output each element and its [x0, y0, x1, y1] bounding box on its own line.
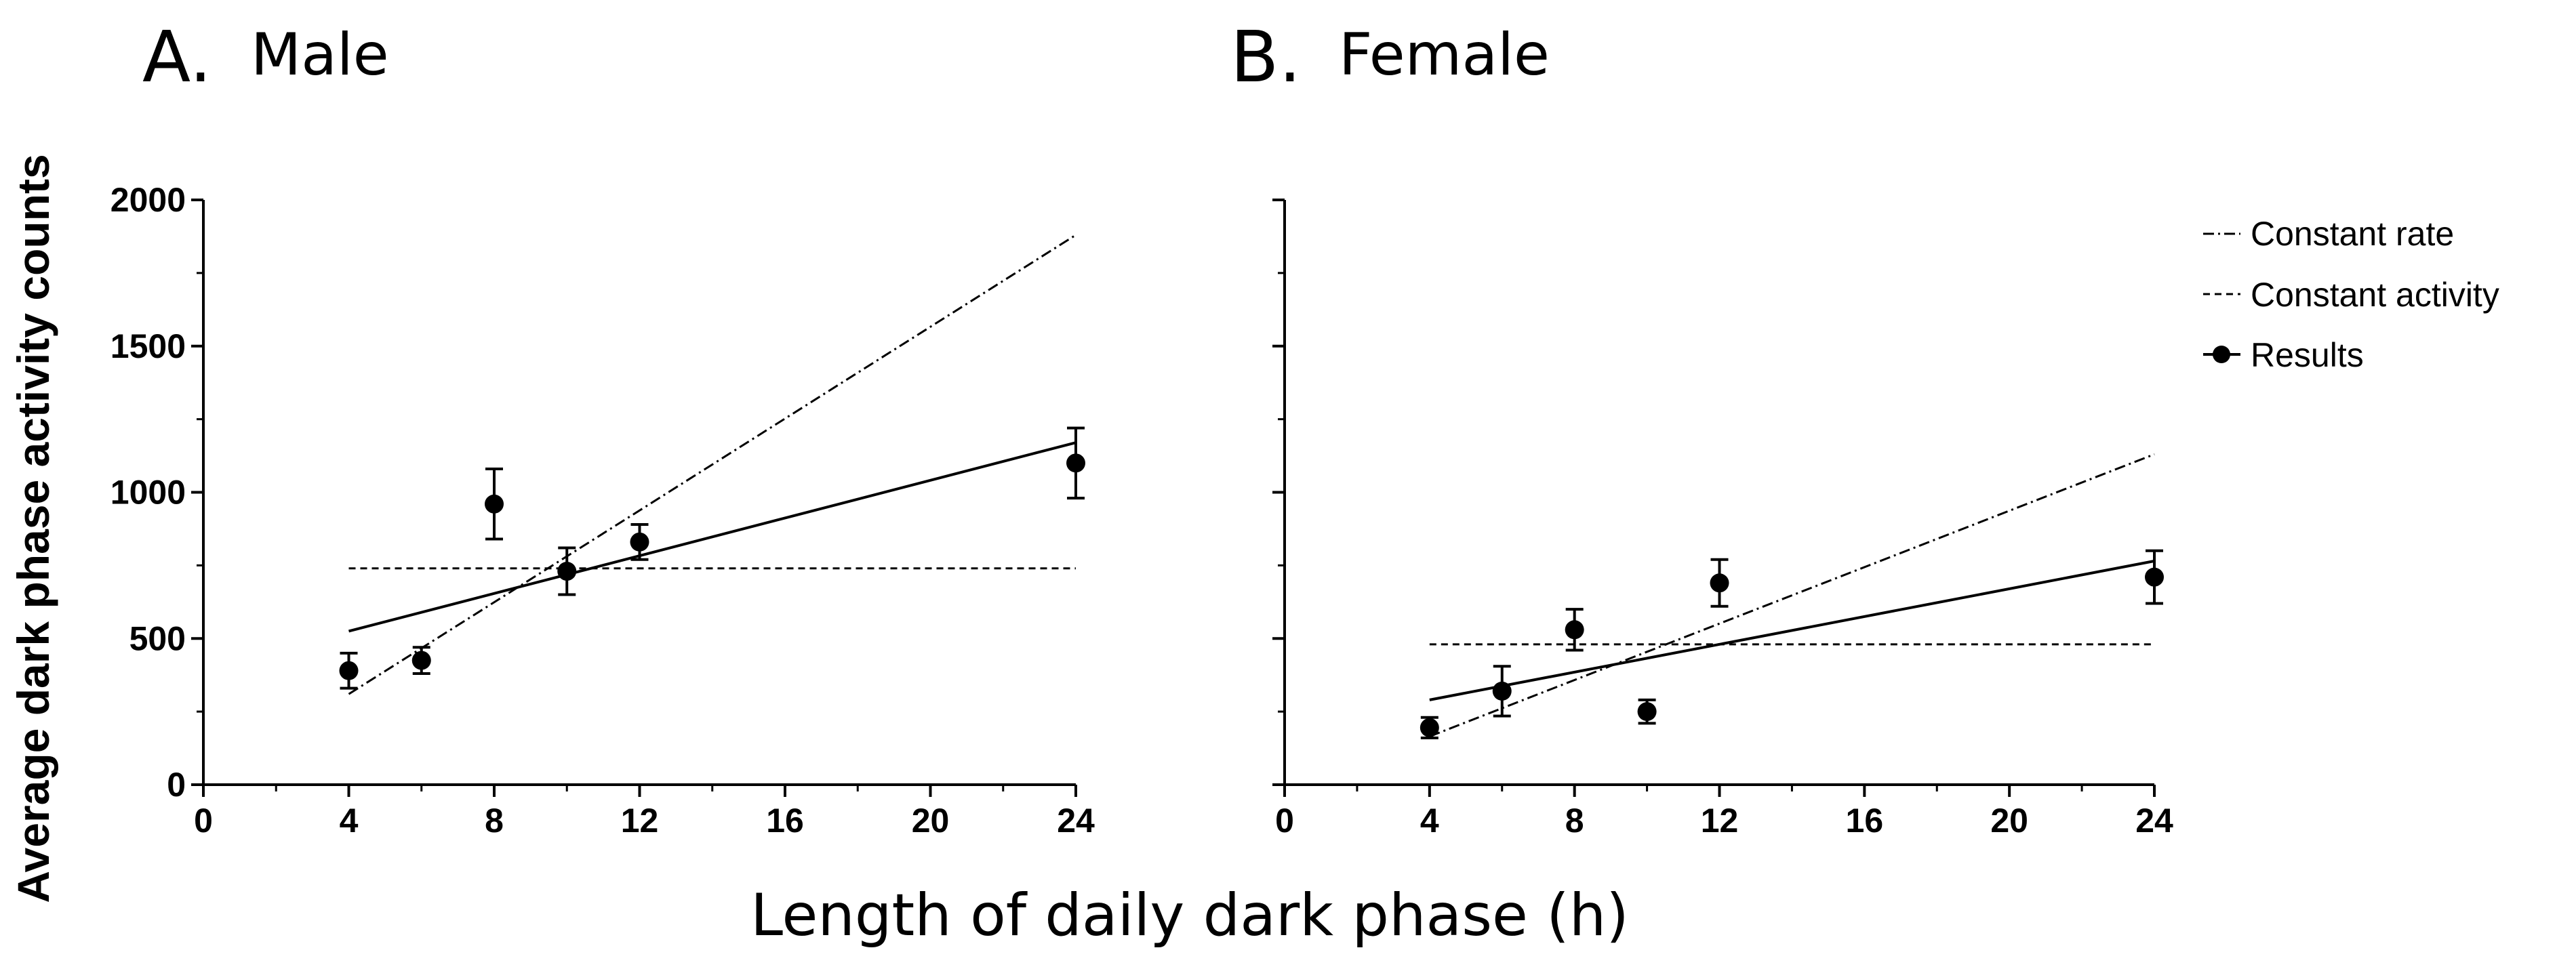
- male-x-tick-label: 24: [1057, 802, 1095, 840]
- male-data-point: [339, 661, 359, 680]
- chart-panel-female: 0 4 8 12 16 20 24: [1272, 199, 2173, 840]
- male-x-tick-label: 0: [194, 802, 213, 840]
- male-y-tick-label: 500: [129, 619, 186, 657]
- male-x-tick-label: 20: [912, 802, 950, 840]
- female-x-tick-label: 12: [1701, 802, 1739, 840]
- male-x-tick-label: 4: [340, 802, 359, 840]
- female-data-point: [1637, 702, 1657, 722]
- female-data-point: [2145, 567, 2164, 587]
- male-x-tick-label: 12: [621, 802, 659, 840]
- legend-results-swatch-point: [2213, 346, 2230, 363]
- female-x-tick-label: 0: [1275, 802, 1294, 840]
- male-constant-rate-line: [348, 234, 1076, 695]
- male-data-point: [1066, 453, 1085, 473]
- female-x-tick-label: 20: [1990, 802, 2028, 840]
- male-y-tick-label: 1500: [110, 327, 186, 365]
- legend-results-label: Results: [2251, 336, 2364, 374]
- male-y-tick-label: 0: [167, 766, 186, 804]
- male-x-tick-label: 16: [766, 802, 804, 840]
- female-x-tick-label: 16: [1846, 802, 1884, 840]
- chart-panel-male: 0 500 1000 1500 2000 0 4 8 12 16 20 24: [110, 181, 1095, 840]
- female-constant-rate-line: [1429, 453, 2155, 738]
- male-fit-line: [348, 441, 1076, 633]
- male-x-tick-label: 8: [485, 802, 504, 840]
- male-data-point: [557, 562, 577, 581]
- male-y-tick-label: 1000: [110, 474, 186, 512]
- male-data-point: [630, 532, 649, 552]
- legend-constant-rate-label: Constant rate: [2251, 215, 2454, 253]
- male-y-tick-label: 2000: [110, 181, 186, 219]
- female-x-tick-label: 8: [1565, 802, 1584, 840]
- panel-b-letter: B.: [1230, 16, 1301, 98]
- male-data-point: [485, 494, 504, 514]
- y-axis-label: Average dark phase activity counts: [8, 154, 58, 903]
- female-data-point: [1420, 718, 1439, 737]
- panel-a-letter: A.: [142, 16, 212, 98]
- panel-b-title: Female: [1339, 21, 1550, 89]
- female-data-point: [1565, 620, 1584, 640]
- legend: Constant rate Constant activity Results: [2203, 215, 2499, 374]
- panel-a-title: Male: [251, 21, 389, 89]
- x-axis-label: Length of daily dark phase (h): [750, 882, 1629, 949]
- male-data-point: [411, 651, 431, 670]
- female-data-point: [1710, 573, 1729, 593]
- female-x-tick-label: 4: [1420, 802, 1439, 840]
- legend-constant-activity-label: Constant activity: [2251, 276, 2499, 314]
- female-data-point: [1492, 681, 1512, 701]
- female-fit-line: [1429, 559, 2155, 701]
- female-x-tick-label: 24: [2135, 802, 2173, 840]
